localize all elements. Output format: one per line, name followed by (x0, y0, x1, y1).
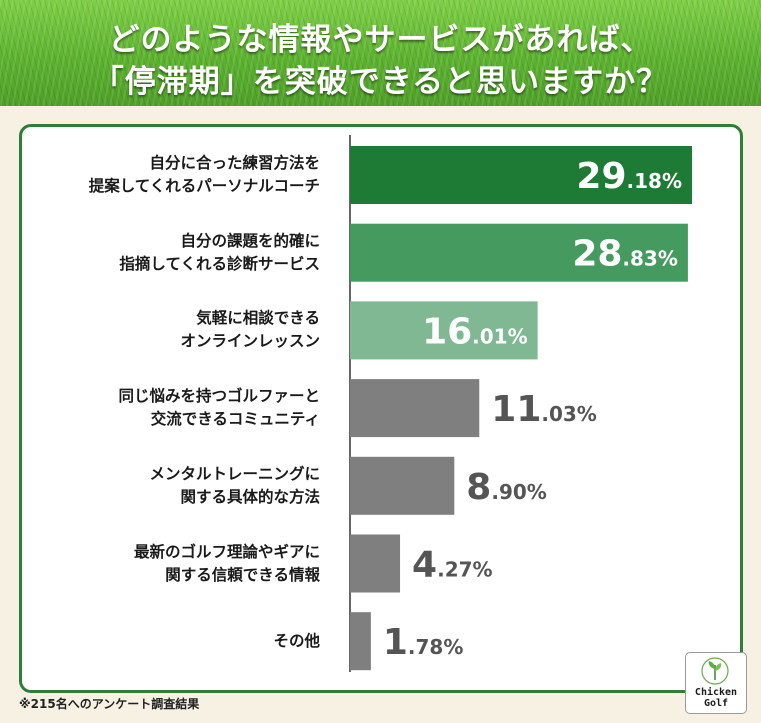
bar-4 (350, 379, 480, 438)
category-label-5: メンタルトレーニングに関する具体的な方法 (20, 463, 320, 509)
bar-5 (350, 456, 455, 515)
value-label-5: 8.90% (466, 467, 547, 508)
category-label-7: その他 (20, 630, 320, 653)
page-title-line-2: 「停滞期」を突破できると思いますか？ (92, 64, 669, 100)
footnote: ※215名へのアンケート調査結果 (19, 697, 200, 711)
bar-6 (350, 534, 401, 593)
category-label-1-line-1: 自分に合った練習方法を (149, 154, 320, 172)
category-label-6: 最新のゴルフ理論やギアに関する信頼できる情報 (20, 541, 320, 587)
category-label-5-line-1: メンタルトレーニングに (149, 464, 320, 483)
chicken-golf-logo: Chicken Golf (685, 652, 747, 714)
category-label-3: 気軽に相談できるオンラインレッスン (20, 307, 320, 353)
category-label-6-line-1: 最新のゴルフ理論やギアに (133, 542, 320, 561)
leaf-icon (701, 657, 729, 685)
value-label-6: 4.27% (412, 545, 493, 586)
category-label-3-line-1: 気軽に相談できる (196, 309, 320, 328)
category-label-4-line-2: 交流できるコミュニティ (150, 410, 320, 429)
category-label-4-line-1: 同じ悩みを持つゴルファーと (118, 387, 320, 406)
bar-7 (350, 612, 371, 671)
category-label-7-line-1: その他 (273, 631, 320, 650)
category-label-5-line-2: 関する具体的な方法 (180, 487, 320, 506)
bar-chart: 29.18% 28.83% 16.01% 11.03% 8.90% 4.27% 1.78% (349, 135, 692, 672)
bar-3 (350, 301, 538, 360)
value-label-2: 28.83% (572, 234, 678, 275)
value-label-4: 11.03% (491, 389, 597, 430)
category-label-2-line-2: 指摘してくれる診断サービス (119, 254, 320, 273)
category-label-1-line-2: 提案してくれるパーソナルコーチ (88, 177, 320, 195)
header-banner: どのような情報やサービスがあれば、 「停滞期」を突破できると思いますか？ (0, 0, 761, 106)
value-label-3: 16.01% (422, 311, 528, 352)
logo-text: Chicken Golf (686, 687, 746, 709)
category-label-4: 同じ悩みを持つゴルファーと交流できるコミュニティ (20, 385, 320, 431)
value-label-7: 1.78% (383, 622, 464, 663)
category-label-2-line-1: 自分の課題を的確に (180, 231, 320, 250)
logo-text-line-2: Golf (703, 698, 729, 709)
bar-1 (350, 146, 692, 204)
page-title-line-1: どのような情報やサービスがあれば、 (108, 22, 653, 58)
chart-card: 29.18% 28.83% 16.01% 11.03% 8.90% 4.27% 1.78% … (19, 124, 743, 693)
bar-2 (350, 223, 688, 282)
category-label-6-line-2: 関する信頼できる情報 (165, 565, 320, 584)
value-label-1: 29.18% (576, 156, 682, 197)
logo-text-line-1: Chicken (694, 687, 738, 698)
category-label-1: 自分に合った練習方法を提案してくれるパーソナルコーチ (20, 152, 320, 198)
category-label-2: 自分の課題を的確に指摘してくれる診断サービス (20, 230, 320, 276)
category-label-3-line-2: オンラインレッスン (180, 332, 320, 351)
